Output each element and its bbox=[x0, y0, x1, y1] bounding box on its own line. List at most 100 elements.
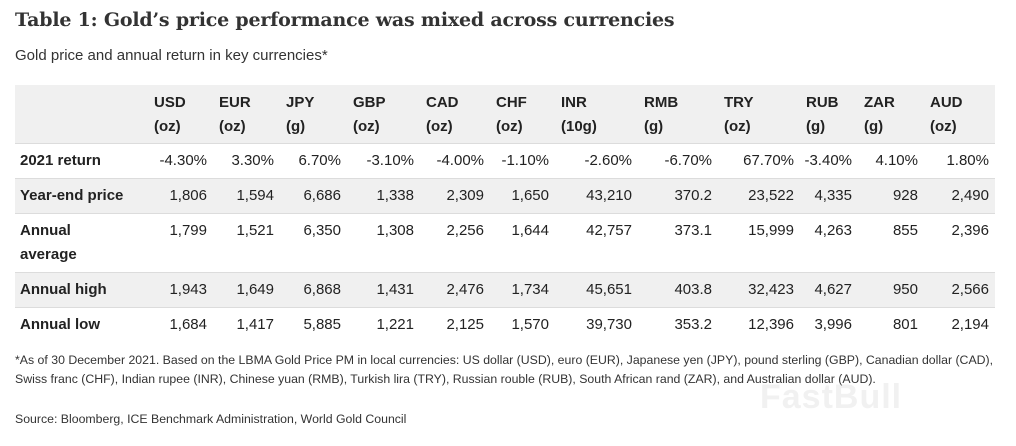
table-cell: 2,490 bbox=[951, 186, 989, 204]
column-unit: (oz) bbox=[496, 118, 523, 135]
table-cell: -4.30% bbox=[159, 151, 207, 169]
column-unit: (10g) bbox=[561, 118, 597, 135]
column-code: RUB bbox=[806, 94, 839, 111]
column-header-rmb: RMB (g) bbox=[638, 85, 718, 143]
column-header-rub: RUB (g) bbox=[800, 85, 858, 143]
table-cell: 6.70% bbox=[298, 151, 341, 169]
table-cell: -3.10% bbox=[366, 151, 414, 169]
column-unit: (oz) bbox=[930, 118, 957, 135]
table-row: 2021 return -4.30% 3.30% 6.70% -3.10% -4.00% -… bbox=[15, 143, 995, 178]
column-code: EUR bbox=[219, 94, 251, 111]
table-cell: 67.70% bbox=[743, 151, 794, 169]
table-cell: -6.70% bbox=[664, 151, 712, 169]
table-cell: 2,309 bbox=[446, 186, 484, 204]
column-header-aud: AUD (oz) bbox=[924, 85, 995, 143]
table-cell: 2,194 bbox=[951, 315, 989, 333]
table-cell: 23,522 bbox=[748, 186, 794, 204]
column-unit: (oz) bbox=[426, 118, 453, 135]
table-cell: 1,684 bbox=[169, 315, 207, 333]
row-label: Annual average bbox=[20, 221, 77, 263]
table-cell: 1,649 bbox=[236, 280, 274, 298]
table-subtitle: Gold price and annual return in key curr… bbox=[15, 47, 328, 64]
table-cell: 353.2 bbox=[674, 315, 712, 333]
table-cell: 1,431 bbox=[376, 280, 414, 298]
table-cell: 1,734 bbox=[511, 280, 549, 298]
table-cell: 5,885 bbox=[303, 315, 341, 333]
table-cell: 1,594 bbox=[236, 186, 274, 204]
column-header-eur: EUR (oz) bbox=[213, 85, 280, 143]
column-unit: (g) bbox=[806, 118, 826, 135]
table-cell: 2,476 bbox=[446, 280, 484, 298]
table-cell: 928 bbox=[892, 186, 918, 204]
table-cell: 2,566 bbox=[951, 280, 989, 298]
table-row: Annual average 1,799 1,521 6,350 1,308 2,256 1… bbox=[15, 213, 995, 272]
table-cell: 855 bbox=[892, 221, 918, 239]
table-title: Table 1: Gold’s price performance was mi… bbox=[15, 9, 675, 31]
column-header-try: TRY (oz) bbox=[718, 85, 800, 143]
table-cell: 2,396 bbox=[951, 221, 989, 239]
table-cell: 2,125 bbox=[446, 315, 484, 333]
gold-price-table: USD (oz) EUR (oz) JPY (g) GBP (oz) CAD (oz) CHF (oz… bbox=[15, 85, 995, 342]
table-cell: 1,308 bbox=[376, 221, 414, 239]
table-row: Year-end price 1,806 1,594 6,686 1,338 2,309 1… bbox=[15, 178, 995, 213]
table-cell: 3.30% bbox=[231, 151, 274, 169]
column-code: CHF bbox=[496, 94, 527, 111]
table-row: Annual high 1,943 1,649 6,868 1,431 2,476 1,73… bbox=[15, 272, 995, 307]
column-header-jpy: JPY (g) bbox=[280, 85, 347, 143]
table-cell: 6,868 bbox=[303, 280, 341, 298]
table-row: Annual low 1,684 1,417 5,885 1,221 2,125 1,570… bbox=[15, 307, 995, 342]
column-code: INR bbox=[561, 94, 587, 111]
column-code: TRY bbox=[724, 94, 754, 111]
table-cell: -1.10% bbox=[501, 151, 549, 169]
table-cell: 373.1 bbox=[674, 221, 712, 239]
table-cell: 1,570 bbox=[511, 315, 549, 333]
table-cell: 4,335 bbox=[814, 186, 852, 204]
row-label: Year-end price bbox=[20, 186, 124, 204]
table-cell: 1,799 bbox=[169, 221, 207, 239]
header-row: USD (oz) EUR (oz) JPY (g) GBP (oz) CAD (oz) CHF (oz… bbox=[15, 85, 995, 143]
table-cell: -2.60% bbox=[584, 151, 632, 169]
table-cell: 39,730 bbox=[586, 315, 632, 333]
table-cell: 1,943 bbox=[169, 280, 207, 298]
table-cell: 370.2 bbox=[674, 186, 712, 204]
table-cell: 1,221 bbox=[376, 315, 414, 333]
column-header-cad: CAD (oz) bbox=[420, 85, 490, 143]
header-corner bbox=[15, 85, 148, 143]
table-cell: 3,996 bbox=[814, 315, 852, 333]
column-code: RMB bbox=[644, 94, 679, 111]
table-cell: 4,627 bbox=[814, 280, 852, 298]
column-code: AUD bbox=[930, 94, 963, 111]
column-code: USD bbox=[154, 94, 186, 111]
table-cell: 1,417 bbox=[236, 315, 274, 333]
row-label: Annual high bbox=[20, 280, 107, 298]
column-unit: (g) bbox=[644, 118, 664, 135]
table-cell: 1,521 bbox=[236, 221, 274, 239]
table-cell: 1.80% bbox=[946, 151, 989, 169]
table-cell: 15,999 bbox=[748, 221, 794, 239]
row-label: 2021 return bbox=[20, 151, 101, 169]
table-cell: 1,650 bbox=[511, 186, 549, 204]
table-cell: 42,757 bbox=[586, 221, 632, 239]
table-cell: 4,263 bbox=[814, 221, 852, 239]
column-unit: (g) bbox=[864, 118, 884, 135]
table-cell: 1,644 bbox=[511, 221, 549, 239]
table-cell: 1,806 bbox=[169, 186, 207, 204]
table-cell: 12,396 bbox=[748, 315, 794, 333]
watermark-logo: FastBull bbox=[760, 378, 903, 416]
table-cell: 6,350 bbox=[303, 221, 341, 239]
table-cell: -3.40% bbox=[804, 151, 852, 169]
table-cell: 950 bbox=[892, 280, 918, 298]
column-header-inr: INR (10g) bbox=[555, 85, 638, 143]
column-unit: (oz) bbox=[724, 118, 751, 135]
table-cell: 2,256 bbox=[446, 221, 484, 239]
column-code: JPY bbox=[286, 94, 315, 111]
column-code: ZAR bbox=[864, 94, 895, 111]
table-cell: 403.8 bbox=[674, 280, 712, 298]
column-unit: (g) bbox=[286, 118, 306, 135]
source-note: Source: Bloomberg, ICE Benchmark Adminis… bbox=[15, 412, 407, 426]
column-unit: (oz) bbox=[219, 118, 246, 135]
table-cell: 32,423 bbox=[748, 280, 794, 298]
table-cell: 6,686 bbox=[303, 186, 341, 204]
column-unit: (oz) bbox=[353, 118, 380, 135]
footnote: *As of 30 December 2021. Based on the LB… bbox=[15, 353, 994, 386]
